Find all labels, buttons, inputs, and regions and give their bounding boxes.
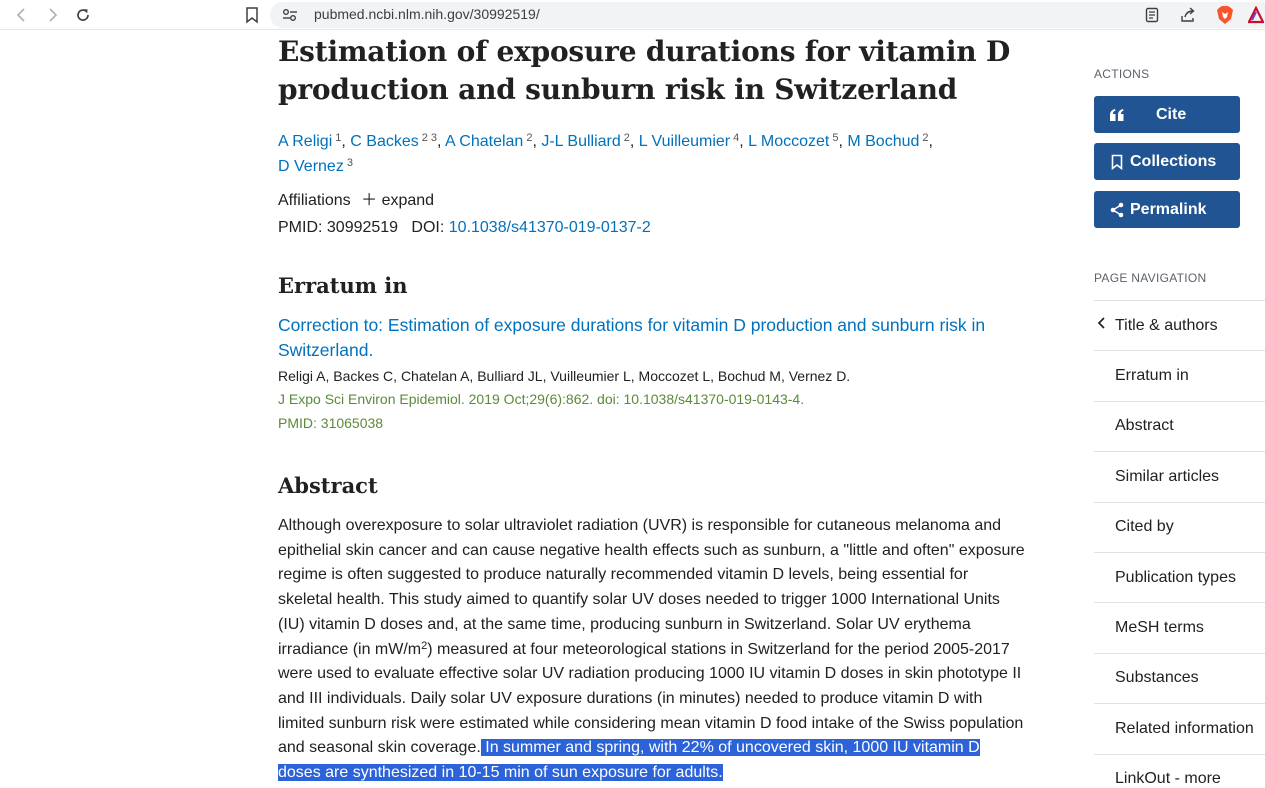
doi-label: DOI: xyxy=(411,219,445,236)
actions-label: ACTIONS xyxy=(1094,67,1150,81)
erratum-link[interactable]: Correction to: Estimation of exposure du… xyxy=(278,315,986,360)
back-icon[interactable] xyxy=(12,5,32,25)
quote-icon xyxy=(1107,108,1127,121)
abstract-part-b: ) measured at four meteorological statio… xyxy=(278,640,1024,757)
reload-icon[interactable] xyxy=(73,5,93,25)
nav-item-similar-articles[interactable]: Similar articles xyxy=(1094,451,1265,501)
author-link[interactable]: L Vuilleumier xyxy=(638,133,731,150)
author-link[interactable]: A Religi xyxy=(278,133,333,150)
author-affiliation-number[interactable]: 2 3 xyxy=(421,132,438,144)
article-title: Estimation of exposure durations for vit… xyxy=(278,35,1011,106)
nav-item-title-authors[interactable]: Title & authors xyxy=(1094,300,1265,350)
author-link[interactable]: D Vernez xyxy=(278,158,344,175)
author-link[interactable]: A Chatelan xyxy=(445,133,524,150)
nav-item-label: Publication types xyxy=(1115,568,1236,586)
cite-button[interactable]: Cite xyxy=(1094,96,1240,133)
abstract-heading: Abstract xyxy=(278,473,378,498)
address-bar[interactable]: pubmed.ncbi.nlm.nih.gov/30992519/ xyxy=(270,2,1265,28)
author-link[interactable]: J-L Bulliard xyxy=(541,133,621,150)
author-affiliation-number[interactable]: 2 xyxy=(623,132,630,144)
forward-icon[interactable] xyxy=(42,5,62,25)
expand-button[interactable]: ＋ expand xyxy=(361,192,434,209)
author-affiliation-number[interactable]: 4 xyxy=(733,132,740,144)
share-icon[interactable] xyxy=(1178,5,1198,25)
expand-label: expand xyxy=(381,192,435,209)
abstract-superscript: 2 xyxy=(421,639,428,652)
brave-shield-icon[interactable] xyxy=(1215,5,1235,25)
nav-item-label: Erratum in xyxy=(1115,367,1189,385)
nav-item-substances[interactable]: Substances xyxy=(1094,652,1265,703)
author-affiliation-number[interactable]: 2 xyxy=(526,132,533,144)
erratum-citation: J Expo Sci Environ Epidemiol. 2019 Oct;2… xyxy=(278,391,805,407)
abstract-part-a: Although overexposure to solar ultraviol… xyxy=(278,517,1025,658)
site-settings-icon[interactable] xyxy=(280,5,300,25)
cite-label: Cite xyxy=(1156,105,1187,123)
nav-item-mesh-terms[interactable]: MeSH terms xyxy=(1094,602,1265,652)
nav-item-label: Cited by xyxy=(1115,518,1174,536)
nav-item-publication-types[interactable]: Publication types xyxy=(1094,551,1265,602)
nav-item-label: Abstract xyxy=(1115,417,1174,435)
permalink-label: Permalink xyxy=(1130,200,1207,218)
page-navigation: Title & authors Erratum in Abstract Simi… xyxy=(1094,300,1265,788)
nav-item-cited-by[interactable]: Cited by xyxy=(1094,501,1265,552)
chevron-left-icon xyxy=(1097,316,1107,335)
affiliations-label: Affiliations xyxy=(278,192,351,209)
nav-item-label: LinkOut - more xyxy=(1115,770,1221,788)
affiliations-toggle[interactable]: Affiliations ＋ expand xyxy=(278,189,1028,213)
brave-rewards-icon[interactable] xyxy=(1246,5,1265,25)
author-link[interactable]: M Bochud xyxy=(847,133,920,150)
nav-item-label: Title & authors xyxy=(1115,316,1218,334)
bookmark-icon xyxy=(1107,154,1127,170)
author-affiliation-number[interactable]: 1 xyxy=(335,132,342,144)
collections-button[interactable]: Collections xyxy=(1094,143,1240,180)
nav-item-abstract[interactable]: Abstract xyxy=(1094,400,1265,451)
nav-item-linkout[interactable]: LinkOut - more xyxy=(1094,753,1265,788)
url-text[interactable]: pubmed.ncbi.nlm.nih.gov/30992519/ xyxy=(314,6,540,22)
reader-mode-icon[interactable] xyxy=(1142,5,1162,25)
erratum-pmid: PMID: 31065038 xyxy=(278,415,384,431)
author-link[interactable]: L Moccozet xyxy=(748,133,830,150)
nav-item-related-information[interactable]: Related information xyxy=(1094,703,1265,753)
author-affiliation-number[interactable]: 5 xyxy=(832,132,839,144)
erratum-authors: Religi A, Backes C, Chatelan A, Bulliard… xyxy=(278,368,851,384)
permalink-button[interactable]: Permalink xyxy=(1094,191,1240,228)
doi-link[interactable]: 10.1038/s41370-019-0137-2 xyxy=(448,219,651,236)
authors-list: A Religi 1, C Backes 2 3, A Chatelan 2, J-L… xyxy=(278,132,933,176)
page-navigation-label: PAGE NAVIGATION xyxy=(1094,271,1207,285)
nav-item-label: Substances xyxy=(1115,669,1199,687)
nav-item-label: MeSH terms xyxy=(1115,619,1204,637)
article-main: Estimation of exposure durations for vit… xyxy=(278,30,1028,786)
plus-icon: ＋ xyxy=(361,192,378,209)
nav-item-erratum[interactable]: Erratum in xyxy=(1094,350,1265,400)
collections-label: Collections xyxy=(1130,152,1217,170)
share-icon xyxy=(1107,202,1127,218)
author-link[interactable]: C Backes xyxy=(350,133,419,150)
nav-item-label: Similar articles xyxy=(1115,467,1220,485)
nav-item-label: Related information xyxy=(1115,719,1254,737)
author-affiliation-number[interactable]: 3 xyxy=(346,157,353,169)
article-identifiers: PMID: 30992519 DOI: 10.1038/s41370-019-0… xyxy=(278,216,1028,240)
erratum-heading: Erratum in xyxy=(278,273,408,298)
pmid: PMID: 30992519 xyxy=(278,219,399,236)
bookmark-icon[interactable] xyxy=(242,5,262,25)
abstract-text: Although overexposure to solar ultraviol… xyxy=(278,514,1026,786)
author-affiliation-number[interactable]: 2 xyxy=(922,132,929,144)
browser-toolbar: pubmed.ncbi.nlm.nih.gov/30992519/ xyxy=(0,0,1265,30)
